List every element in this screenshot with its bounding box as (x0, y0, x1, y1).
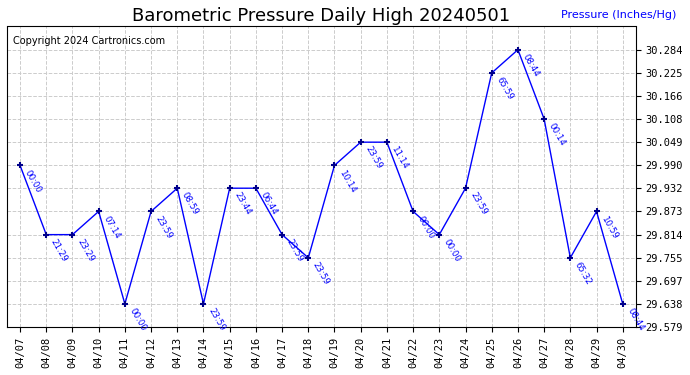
Text: 08:59: 08:59 (180, 191, 200, 217)
Text: 00:00: 00:00 (442, 237, 462, 264)
Text: 23:59: 23:59 (206, 307, 226, 333)
Title: Barometric Pressure Daily High 20240501: Barometric Pressure Daily High 20240501 (132, 7, 511, 25)
Text: 23:59: 23:59 (311, 261, 331, 286)
Text: 23:59: 23:59 (154, 214, 174, 240)
Text: 06:44: 06:44 (259, 191, 279, 217)
Text: 65:59: 65:59 (495, 76, 515, 102)
Text: 23:29: 23:29 (75, 237, 95, 263)
Text: 11:14: 11:14 (390, 145, 410, 171)
Text: 07:14: 07:14 (101, 214, 121, 240)
Text: 10:14: 10:14 (337, 168, 357, 194)
Text: 23:59: 23:59 (285, 237, 305, 263)
Text: 23:59: 23:59 (364, 145, 384, 171)
Text: 08:44: 08:44 (521, 53, 541, 78)
Text: 00:00: 00:00 (128, 307, 148, 333)
Text: 10:59: 10:59 (600, 214, 620, 240)
Text: Copyright 2024 Cartronics.com: Copyright 2024 Cartronics.com (13, 36, 166, 45)
Text: 00:00: 00:00 (416, 214, 436, 240)
Text: 00:00: 00:00 (23, 168, 43, 194)
Text: 65:32: 65:32 (573, 261, 593, 286)
Text: 23:44: 23:44 (233, 191, 253, 217)
Text: 21:29: 21:29 (49, 237, 69, 263)
Text: 00:14: 00:14 (547, 122, 567, 148)
Text: 08:44: 08:44 (626, 307, 646, 333)
Text: 23:59: 23:59 (469, 191, 489, 217)
Text: Pressure (Inches/Hg): Pressure (Inches/Hg) (562, 10, 677, 21)
